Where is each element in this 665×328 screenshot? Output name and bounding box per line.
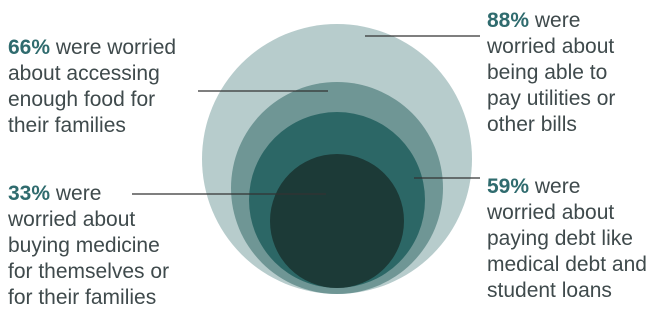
percent-66: 66% bbox=[8, 36, 51, 59]
label-66-text-3: enough food for bbox=[8, 88, 156, 111]
label-33-text-2: worried about bbox=[8, 208, 136, 231]
label-59-text-3: paying debt like bbox=[487, 227, 633, 250]
label-88-text-1: were bbox=[529, 9, 581, 32]
percent-88: 88% bbox=[487, 9, 530, 32]
label-88-line-1: 88% were bbox=[487, 8, 615, 34]
label-33-text-3: buying medicine bbox=[8, 234, 160, 257]
label-59-debt: 59% were worried about paying debt like … bbox=[487, 174, 647, 304]
label-66-text-2: about accessing bbox=[8, 62, 160, 85]
label-59-text-4: medical debt and bbox=[487, 253, 647, 276]
label-66-text-1: were worried bbox=[50, 36, 177, 59]
label-33-medicine: 33% were worried about buying medicine f… bbox=[8, 181, 169, 311]
label-66-food: 66% were worried about accessing enough … bbox=[8, 35, 176, 139]
label-88-text-5: other bills bbox=[487, 113, 577, 136]
label-59-text-2: worried about bbox=[487, 201, 615, 224]
circle-33-percent bbox=[270, 154, 404, 288]
label-66-line-1: 66% were worried bbox=[8, 35, 176, 61]
percent-59: 59% bbox=[487, 175, 530, 198]
label-88-text-3: being able to bbox=[487, 61, 608, 84]
label-66-text-4: their families bbox=[8, 114, 126, 137]
label-88-text-2: worried about bbox=[487, 35, 615, 58]
label-33-line-1: 33% were bbox=[8, 181, 169, 207]
label-59-line-1: 59% were bbox=[487, 174, 647, 200]
label-88-text-4: pay utilities or bbox=[487, 87, 616, 110]
label-59-text-5: student loans bbox=[487, 279, 612, 302]
label-33-text-5: for their families bbox=[8, 286, 157, 309]
percent-33: 33% bbox=[8, 182, 51, 205]
label-33-text-1: were bbox=[50, 182, 102, 205]
label-88-utilities: 88% were worried about being able to pay… bbox=[487, 8, 615, 138]
label-33-text-4: for themselves or bbox=[8, 260, 170, 283]
label-59-text-1: were bbox=[529, 175, 581, 198]
